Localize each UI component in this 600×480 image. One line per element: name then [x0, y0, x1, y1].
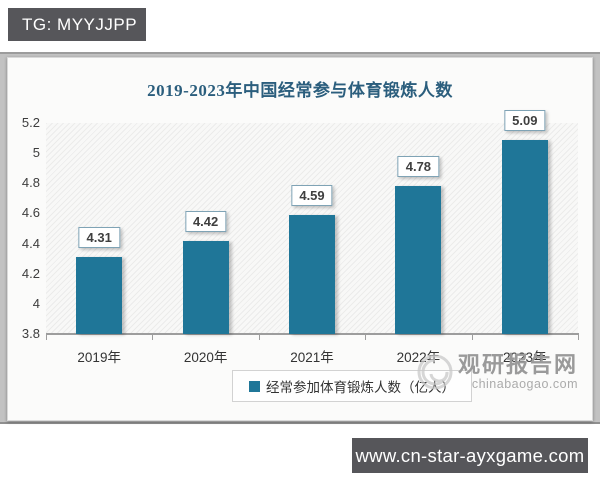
bar-value-label: 4.42	[184, 210, 227, 232]
x-axis-tick	[152, 335, 154, 340]
x-axis-tick	[46, 335, 47, 340]
x-axis-tick	[258, 335, 260, 340]
bar-2020年	[182, 240, 229, 334]
y-axis-label: 5	[32, 145, 40, 161]
site-url-bar: www.cn-star-ayxgame.com	[352, 438, 588, 473]
watermark-text: 观研报告网 chinabaogao.com	[457, 351, 578, 392]
legend-swatch-icon	[249, 380, 260, 392]
bar-value-label: 4.31	[78, 227, 120, 249]
bar-2022年	[395, 186, 442, 334]
bar-2019年	[76, 257, 123, 334]
x-axis-category-label: 2020年	[183, 350, 228, 365]
watermark-logo-icon	[417, 354, 453, 390]
y-axis-label: 4.8	[21, 175, 40, 191]
chart-title: 2019-2023年中国经常参与体育锻炼人数	[147, 81, 453, 100]
x-axis-tick	[578, 335, 579, 340]
y-axis-label: 3.8	[21, 326, 40, 341]
y-axis-label: 4	[32, 295, 40, 311]
x-axis-tick	[471, 335, 473, 340]
bar-2021年	[289, 214, 335, 334]
watermark-site: chinabaogao.com	[471, 376, 578, 391]
y-axis-label: 5.2	[21, 115, 40, 130]
watermark-name: 观研报告网	[457, 351, 578, 377]
x-axis-category-label: 2019年	[77, 350, 121, 365]
y-axis-label: 4.2	[21, 265, 40, 281]
legend-label: 经常参加体育锻炼人数（亿人）	[266, 380, 455, 395]
y-axis-label: 4.4	[21, 235, 40, 251]
y-axis-label: 4.6	[21, 205, 40, 221]
telegram-badge: TG: MYYJJPP	[8, 8, 146, 41]
watermark: 观研报告网 chinabaogao.com	[414, 351, 578, 393]
bar-value-label: 4.78	[397, 156, 440, 178]
x-axis-category-label: 2021年	[290, 350, 334, 365]
bar-value-label: 5.09	[504, 109, 546, 131]
x-axis-line	[46, 333, 579, 335]
x-axis-tick	[365, 335, 367, 340]
chart-card: 2019-2023年中国经常参与体育锻炼人数 经常参加体育锻炼人数（亿人） 观研…	[7, 57, 593, 421]
x-axis-category-label: 2023年	[503, 350, 547, 365]
bar-value-label: 4.59	[291, 184, 333, 206]
bar-2023年	[501, 139, 548, 334]
